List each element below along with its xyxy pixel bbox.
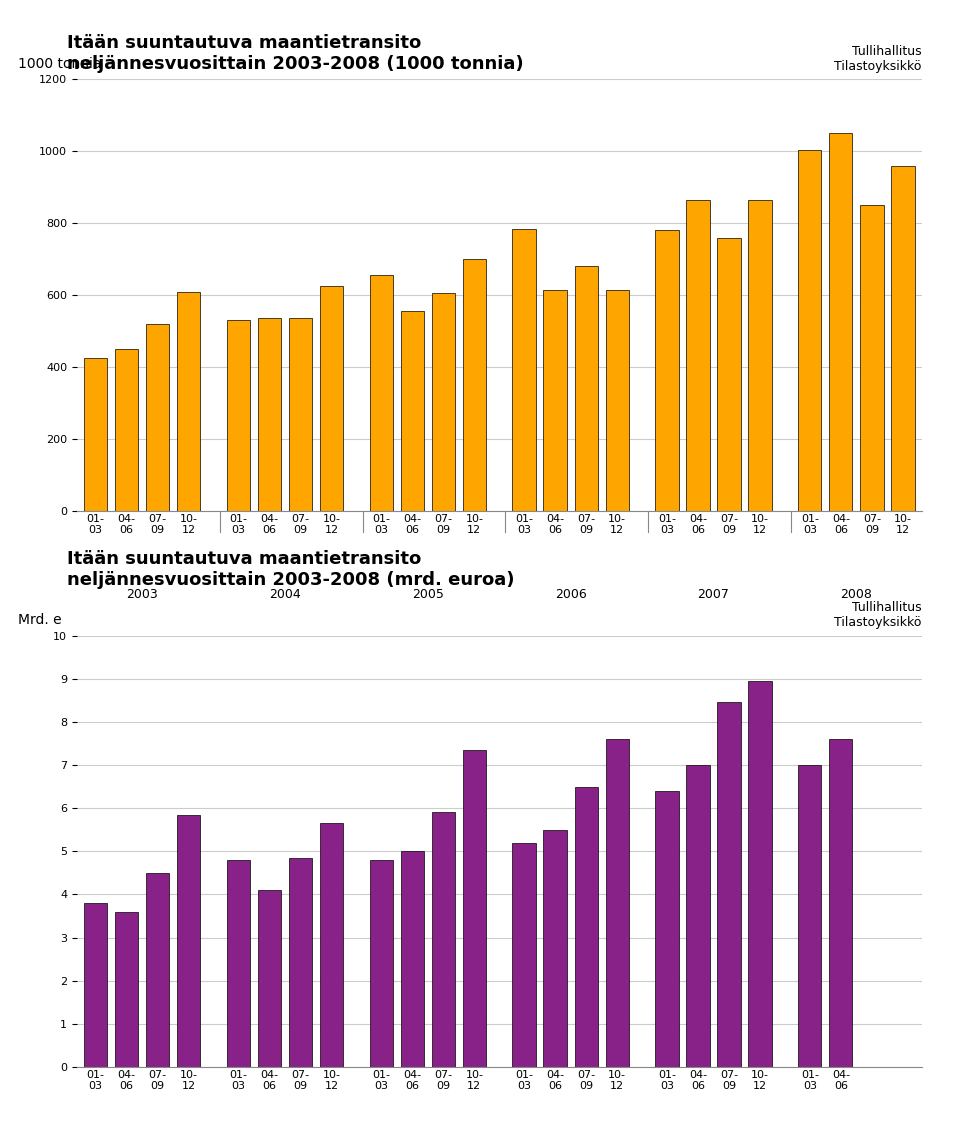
- Text: 2008: 2008: [840, 588, 873, 602]
- Bar: [574, 787, 598, 1067]
- Text: Itään suuntautuva maantietransito
neljännesvuosittain 2003-2008 (1000 tonnia): Itään suuntautuva maantietransito neljän…: [67, 34, 524, 73]
- Bar: [749, 681, 772, 1067]
- Text: 2004: 2004: [269, 588, 300, 602]
- Bar: [320, 823, 343, 1067]
- Text: 1000 tonnia: 1000 tonnia: [17, 57, 101, 70]
- Text: 2005: 2005: [412, 588, 444, 602]
- Bar: [717, 703, 741, 1067]
- Text: Tullihallitus
Tilastoyksikkö: Tullihallitus Tilastoyksikkö: [834, 45, 922, 73]
- Bar: [177, 292, 201, 511]
- Bar: [146, 873, 169, 1067]
- Bar: [686, 765, 709, 1067]
- Bar: [543, 289, 566, 511]
- Bar: [400, 311, 424, 511]
- Bar: [84, 358, 108, 511]
- Bar: [289, 858, 312, 1067]
- Bar: [146, 323, 169, 511]
- Bar: [115, 911, 138, 1067]
- Bar: [463, 750, 486, 1067]
- Bar: [574, 267, 598, 511]
- Bar: [177, 815, 201, 1067]
- Text: 2006: 2006: [555, 588, 587, 602]
- Bar: [227, 320, 250, 511]
- Text: 2003: 2003: [126, 588, 157, 602]
- Bar: [656, 791, 679, 1067]
- Bar: [798, 765, 822, 1067]
- Text: Mrd. e: Mrd. e: [17, 613, 61, 627]
- Bar: [543, 830, 566, 1067]
- Bar: [320, 286, 343, 511]
- Bar: [370, 860, 393, 1067]
- Bar: [513, 228, 536, 511]
- Bar: [432, 293, 455, 511]
- Bar: [829, 133, 852, 511]
- Bar: [606, 289, 629, 511]
- Bar: [227, 860, 250, 1067]
- Bar: [891, 166, 915, 511]
- Bar: [289, 319, 312, 511]
- Bar: [717, 237, 741, 511]
- Bar: [257, 890, 281, 1067]
- Bar: [749, 200, 772, 511]
- Bar: [686, 200, 709, 511]
- Bar: [513, 842, 536, 1067]
- Text: Tullihallitus
Tilastoyksikkö: Tullihallitus Tilastoyksikkö: [834, 602, 922, 629]
- Bar: [463, 259, 486, 511]
- Bar: [115, 350, 138, 511]
- Bar: [257, 319, 281, 511]
- Bar: [606, 739, 629, 1067]
- Text: 2007: 2007: [698, 588, 730, 602]
- Bar: [860, 205, 883, 511]
- Bar: [84, 903, 108, 1067]
- Bar: [656, 230, 679, 511]
- Bar: [400, 851, 424, 1067]
- Bar: [798, 150, 822, 511]
- Bar: [370, 276, 393, 511]
- Bar: [829, 739, 852, 1067]
- Bar: [432, 813, 455, 1067]
- Text: Itään suuntautuva maantietransito
neljännesvuosittain 2003-2008 (mrd. euroa): Itään suuntautuva maantietransito neljän…: [67, 550, 515, 589]
